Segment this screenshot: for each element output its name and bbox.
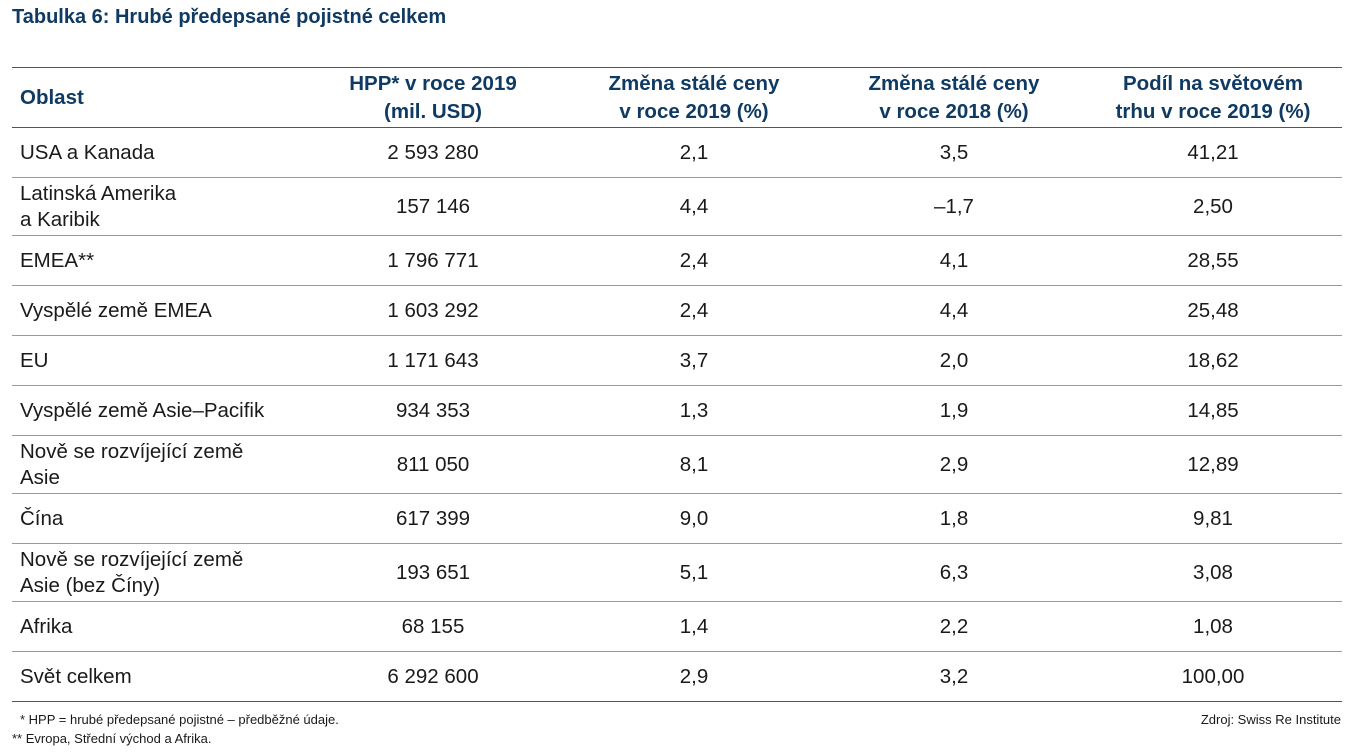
cell-gwp: 2 593 280 (302, 127, 564, 178)
cell-region: Čína (12, 493, 302, 544)
cell-market-share: 14,85 (1084, 385, 1342, 436)
footnote-hpp: * HPP = hrubé předepsané pojistné – před… (20, 712, 339, 727)
cell-change-2018: 3,2 (824, 651, 1084, 702)
cell-change-2019: 2,4 (564, 235, 824, 286)
header-region: Oblast (12, 67, 302, 128)
cell-region: Nově se rozvíjející země Asie (bez Číny) (12, 543, 302, 602)
cell-gwp: 68 155 (302, 601, 564, 652)
cell-market-share: 41,21 (1084, 127, 1342, 178)
source-note: Zdroj: Swiss Re Institute (1200, 712, 1341, 727)
cell-change-2018: 3,5 (824, 127, 1084, 178)
cell-change-2019: 2,9 (564, 651, 824, 702)
footnote-emea: ** Evropa, Střední východ a Afrika. (12, 731, 212, 746)
cell-change-2019: 2,4 (564, 285, 824, 336)
cell-gwp: 1 603 292 (302, 285, 564, 336)
header-gwp-text: HPP* v roce 2019 (mil. USD) (349, 71, 517, 123)
table-row: Afrika 68 155 1,4 2,2 1,08 (12, 601, 1342, 652)
cell-change-2018: 4,4 (824, 285, 1084, 336)
table-row: Čína 617 399 9,0 1,8 9,81 (12, 493, 1342, 544)
cell-region: Nově se rozvíjející země Asie (12, 435, 302, 494)
table-row: Vyspělé země EMEA 1 603 292 2,4 4,4 25,48 (12, 285, 1342, 336)
cell-market-share: 9,81 (1084, 493, 1342, 544)
cell-market-share: 2,50 (1084, 177, 1342, 236)
cell-change-2019: 4,4 (564, 177, 824, 236)
header-market-share: Podíl na světovém trhu v roce 2019 (%) (1084, 67, 1342, 128)
cell-change-2019: 2,1 (564, 127, 824, 178)
cell-market-share: 25,48 (1084, 285, 1342, 336)
cell-change-2019: 1,4 (564, 601, 824, 652)
cell-change-2018: 4,1 (824, 235, 1084, 286)
cell-region: USA a Kanada (12, 127, 302, 178)
cell-change-2019: 8,1 (564, 435, 824, 494)
cell-gwp: 934 353 (302, 385, 564, 436)
cell-change-2019: 1,3 (564, 385, 824, 436)
header-row: Oblast HPP* v roce 2019 (mil. USD) Změna … (12, 67, 1342, 128)
cell-gwp: 193 651 (302, 543, 564, 602)
cell-market-share: 12,89 (1084, 435, 1342, 494)
table-row: Vyspělé země Asie–Pacifik 934 353 1,3 1,9 14… (12, 385, 1342, 436)
table-row: Svět celkem 6 292 600 2,9 3,2 100,00 (12, 651, 1342, 702)
cell-change-2019: 3,7 (564, 335, 824, 386)
cell-gwp: 157 146 (302, 177, 564, 236)
cell-region: Svět celkem (12, 651, 302, 702)
cell-gwp: 617 399 (302, 493, 564, 544)
table-row: USA a Kanada 2 593 280 2,1 3,5 41,21 (12, 127, 1342, 178)
cell-region: Vyspělé země EMEA (12, 285, 302, 336)
table-row: EU 1 171 643 3,7 2,0 18,62 (12, 335, 1342, 386)
table-row: Latinská Amerika a Karibik 157 146 4,4 –1,7 2… (12, 177, 1342, 236)
cell-change-2019: 9,0 (564, 493, 824, 544)
cell-region: EMEA** (12, 235, 302, 286)
cell-change-2018: 2,0 (824, 335, 1084, 386)
cell-gwp: 1 796 771 (302, 235, 564, 286)
header-gwp: HPP* v roce 2019 (mil. USD) (302, 67, 564, 128)
table-body: USA a Kanada 2 593 280 2,1 3,5 41,21 Latinská… (12, 127, 1342, 702)
cell-change-2018: 2,9 (824, 435, 1084, 494)
table-row: EMEA** 1 796 771 2,4 4,1 28,55 (12, 235, 1342, 286)
table-row: Nově se rozvíjející země Asie 811 050 8,1 2,… (12, 435, 1342, 494)
cell-market-share: 3,08 (1084, 543, 1342, 602)
cell-change-2018: –1,7 (824, 177, 1084, 236)
cell-change-2018: 1,8 (824, 493, 1084, 544)
header-change-2018-text: Změna stálé ceny v roce 2018 (%) (868, 71, 1040, 123)
header-change-2019: Změna stálé ceny v roce 2019 (%) (564, 67, 824, 128)
header-change-2018: Změna stálé ceny v roce 2018 (%) (824, 67, 1084, 128)
cell-region: Vyspělé země Asie–Pacifik (12, 385, 302, 436)
cell-change-2018: 2,2 (824, 601, 1084, 652)
cell-region: EU (12, 335, 302, 386)
header-region-text: Oblast (20, 85, 84, 109)
cell-market-share: 1,08 (1084, 601, 1342, 652)
cell-region: Latinská Amerika a Karibik (12, 177, 302, 236)
cell-market-share: 18,62 (1084, 335, 1342, 386)
cell-gwp: 811 050 (302, 435, 564, 494)
header-market-share-text: Podíl na světovém trhu v roce 2019 (%) (1115, 71, 1311, 123)
table-title: Tabulka 6: Hrubé předepsané pojistné cel… (12, 6, 447, 28)
cell-market-share: 100,00 (1084, 651, 1342, 702)
cell-change-2018: 6,3 (824, 543, 1084, 602)
cell-change-2018: 1,9 (824, 385, 1084, 436)
table-row: Nově se rozvíjející země Asie (bez Číny) 1… (12, 543, 1342, 602)
cell-gwp: 6 292 600 (302, 651, 564, 702)
premiums-table: Oblast HPP* v roce 2019 (mil. USD) Změna … (12, 67, 1342, 702)
cell-gwp: 1 171 643 (302, 335, 564, 386)
cell-region: Afrika (12, 601, 302, 652)
header-change-2019-text: Změna stálé ceny v roce 2019 (%) (608, 71, 780, 123)
cell-market-share: 28,55 (1084, 235, 1342, 286)
cell-change-2019: 5,1 (564, 543, 824, 602)
